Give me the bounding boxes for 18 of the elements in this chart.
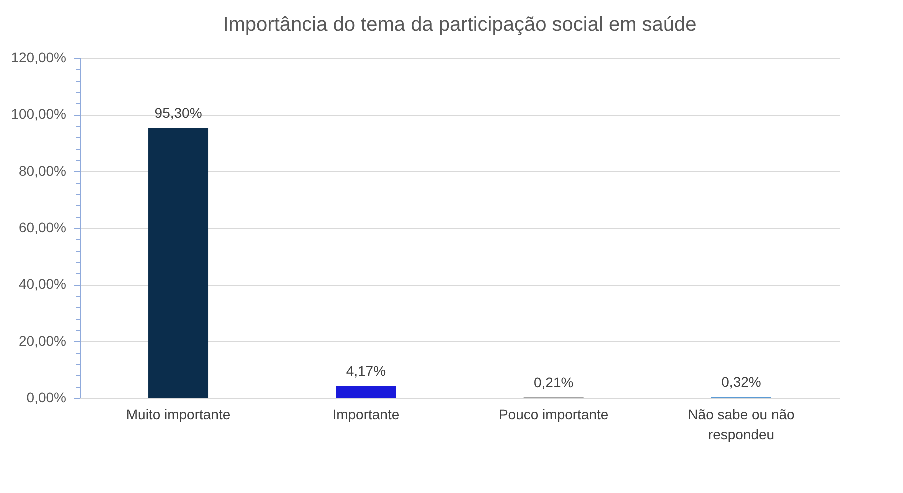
x-tick-label: Muito importante [126, 406, 231, 422]
y-tick-label: 20,00% [19, 332, 66, 349]
y-tick-label: 80,00% [19, 162, 66, 179]
bar [148, 128, 209, 398]
y-tick-label: 100,00% [11, 106, 66, 122]
x-tick-label: Pouco importante [498, 406, 609, 422]
x-tick-label: Não sabe ou não respondeu [688, 406, 796, 442]
data-label: 95,30% [154, 104, 202, 121]
y-tick-label: 120,00% [11, 50, 66, 66]
chart-title: Importância do tema da participação social em saúde [223, 14, 697, 36]
data-label: 0,32% [722, 374, 762, 390]
x-tick-label: Importante [332, 406, 400, 422]
y-tick-label: 40,00% [19, 276, 66, 292]
data-label: 4,17% [346, 363, 386, 380]
y-tick-label: 0,00% [26, 390, 66, 406]
data-label: 0,21% [534, 374, 574, 390]
bar [336, 386, 396, 398]
y-tick-label: 60,00% [19, 220, 66, 236]
